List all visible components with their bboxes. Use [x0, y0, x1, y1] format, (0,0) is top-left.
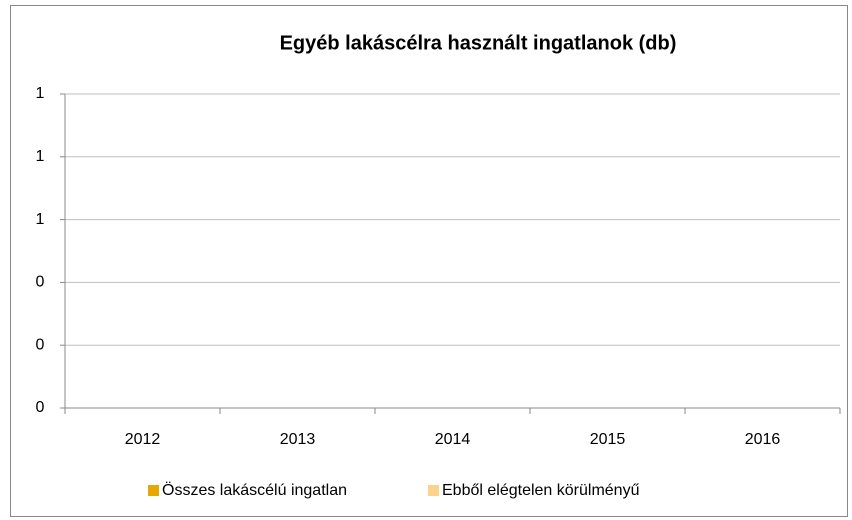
y-tick-label: 0 [36, 336, 45, 353]
y-tick-label: 1 [36, 85, 45, 102]
legend-swatch [428, 485, 439, 496]
chart-title: Egyéb lakáscélra használt ingatlanok (db… [280, 32, 677, 54]
x-tick-label: 2013 [280, 431, 316, 448]
legend-swatch [148, 485, 159, 496]
x-tick-label: 2012 [125, 431, 161, 448]
y-tick-label: 1 [36, 148, 45, 165]
y-tick-label: 1 [36, 211, 45, 228]
legend-label: Ebből elégtelen körülményű [442, 482, 640, 499]
chart-border [10, 5, 848, 517]
legend-label: Összes lakáscélú ingatlan [162, 481, 347, 499]
x-tick-label: 2014 [435, 431, 471, 448]
y-tick-label: 0 [36, 399, 45, 416]
x-tick-label: 2015 [590, 431, 626, 448]
y-tick-label: 0 [36, 274, 45, 291]
x-tick-label: 2016 [745, 431, 781, 448]
